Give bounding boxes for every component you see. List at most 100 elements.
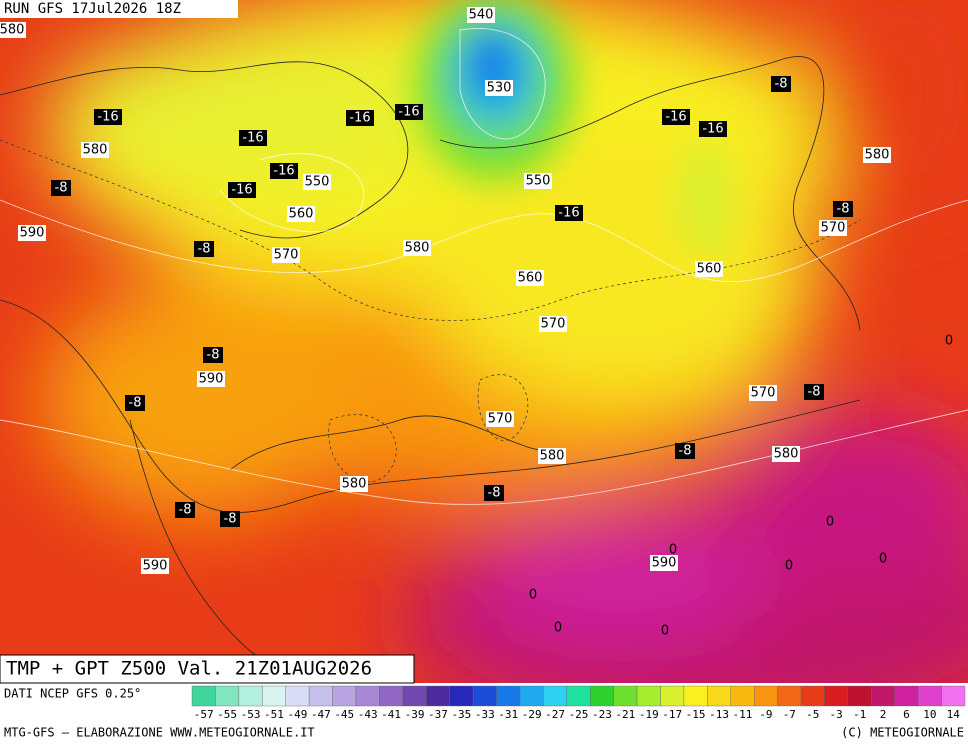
colorbar-swatch — [917, 685, 942, 707]
colorbar-label: -43 — [358, 708, 378, 721]
colorbar-swatch — [800, 685, 825, 707]
colorbar-swatch — [824, 685, 849, 707]
temp-label: -16 — [242, 131, 263, 146]
colorbar-label: -41 — [381, 708, 401, 721]
colorbar-label: -51 — [264, 708, 284, 721]
label-box — [675, 443, 695, 459]
label-box — [18, 225, 46, 241]
label-box — [220, 511, 240, 527]
height-label: 570 — [274, 248, 299, 263]
height-label: 580 — [0, 23, 24, 38]
colorbar-label: 6 — [903, 708, 910, 721]
colorbar-label: -29 — [522, 708, 542, 721]
colorbar-swatch — [543, 685, 567, 707]
colorbar-swatch — [426, 685, 450, 707]
colorbar-swatch — [215, 685, 240, 707]
label-box — [141, 558, 169, 574]
label-box — [197, 371, 225, 387]
colorbar-label: -35 — [451, 708, 471, 721]
label-box — [662, 109, 690, 125]
colorbar-swatch — [355, 685, 380, 707]
colorbar-label: -9 — [759, 708, 772, 721]
temp-label: -16 — [97, 110, 118, 125]
temp-label: -8 — [837, 202, 850, 217]
credit-left: MTG-GFS — ELABORAZIONE WWW.METEOGIORNALE… — [4, 726, 315, 740]
temp-label: -8 — [55, 181, 68, 196]
height-label: 560 — [697, 262, 722, 277]
colorbar-label: -3 — [830, 708, 843, 721]
colorbar-label: -27 — [545, 708, 565, 721]
colorbar-label: -55 — [217, 708, 237, 721]
height-label: 540 — [469, 8, 494, 23]
temp-label: -16 — [273, 164, 294, 179]
label-box — [833, 201, 853, 217]
height-label: 0 — [785, 559, 793, 574]
label-box — [863, 147, 891, 163]
credit-right: (C) METEOGIORNALE — [841, 726, 964, 740]
colorbar-swatch — [613, 685, 638, 707]
colorbar-swatch — [730, 685, 755, 707]
temp-label: -16 — [558, 206, 579, 221]
label-box — [749, 385, 777, 401]
colorbar-label: -57 — [194, 708, 214, 721]
colorbar: -57 -55 -53 -51 -49 -47 -45 -43 -41 -39 -37 -35 -33-… — [191, 685, 966, 721]
colorbar-label: -7 — [783, 708, 796, 721]
temp-label: -8 — [808, 385, 821, 400]
label-box — [346, 110, 374, 126]
height-label: 0 — [529, 588, 537, 603]
colorbar-label: 10 — [923, 708, 936, 721]
colorbar-label: -31 — [498, 708, 518, 721]
title-box — [0, 654, 415, 684]
label-box — [484, 485, 504, 501]
header-box — [0, 0, 238, 18]
source: DATI NCEP GFS 0.25° — [4, 687, 141, 701]
colorbar-label: -11 — [733, 708, 753, 721]
label-box — [125, 395, 145, 411]
colorbar-label: 14 — [947, 708, 961, 721]
height-label: 0 — [879, 552, 887, 567]
colorbar-swatch — [238, 685, 263, 707]
label-box — [340, 476, 368, 492]
label-box — [51, 180, 71, 196]
height-label: 580 — [405, 241, 430, 256]
label-box — [772, 446, 800, 462]
colorbar-label: 2 — [880, 708, 887, 721]
height-label: 550 — [305, 175, 330, 190]
colorbar-label: -15 — [686, 708, 706, 721]
label-box — [287, 206, 315, 222]
temp-label: -8 — [224, 512, 237, 527]
label-box — [516, 270, 544, 286]
temp-label: -8 — [179, 503, 192, 518]
colorbar-swatch — [683, 685, 708, 707]
colorbar-label: -13 — [709, 708, 729, 721]
colorbar-swatch — [308, 685, 333, 707]
colorbar-swatch — [496, 685, 521, 707]
colorbar-label: -47 — [311, 708, 331, 721]
colorbar-swatch — [753, 685, 778, 707]
temp-label: -16 — [665, 110, 686, 125]
height-label: 590 — [143, 559, 168, 574]
colorbar-label: -5 — [806, 708, 819, 721]
colorbar-swatch — [707, 685, 731, 707]
temp-label: -8 — [207, 348, 220, 363]
label-box — [555, 205, 583, 221]
colorbar-swatch — [894, 685, 919, 707]
colorbar-swatch — [847, 685, 872, 707]
colorbar-label: -53 — [241, 708, 261, 721]
colorbar-label: -23 — [592, 708, 612, 721]
height-label: 570 — [751, 386, 776, 401]
colorbar-label: -19 — [639, 708, 659, 721]
temp-label: -8 — [775, 77, 788, 92]
height-label: 580 — [774, 447, 799, 462]
label-box — [272, 247, 300, 263]
label-box — [539, 316, 567, 332]
label-box — [467, 7, 495, 23]
height-label: 580 — [342, 477, 367, 492]
label-box — [228, 182, 256, 198]
colorbar-swatch — [660, 685, 685, 707]
colorbar-swatch — [519, 685, 544, 707]
colorbar-label: -21 — [615, 708, 635, 721]
label-box — [81, 142, 109, 158]
